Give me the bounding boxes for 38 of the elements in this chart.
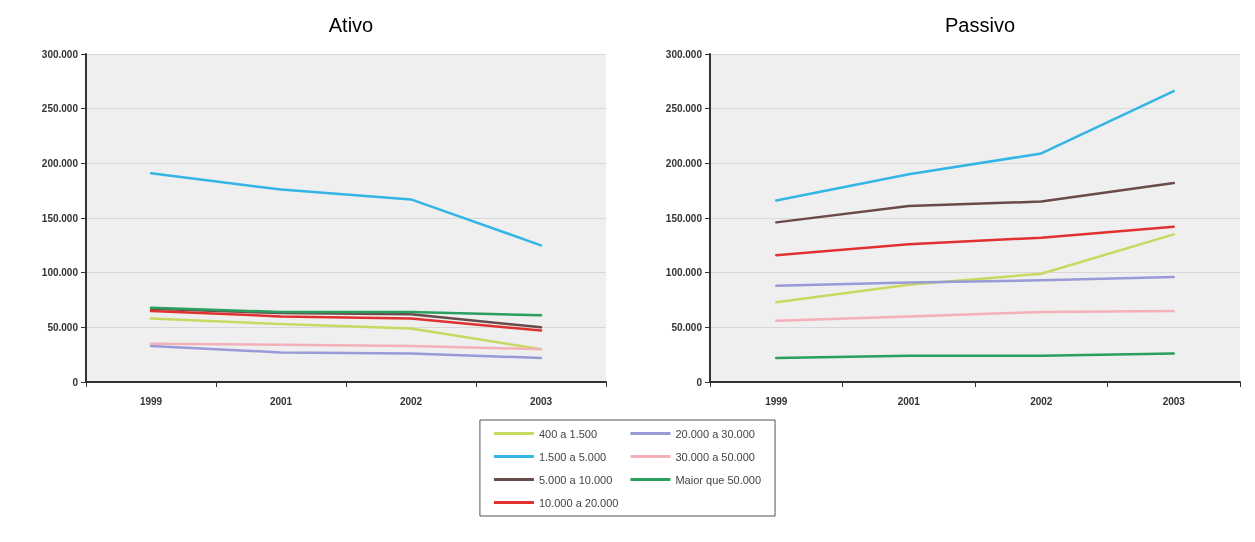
x-tick-label: 2003 [529,395,553,407]
y-tick-label: 0 [696,376,703,388]
legend-label: 5.000 a 10.000 [538,473,613,486]
legend-label: 20.000 a 30.000 [675,427,755,440]
x-tick-label: 2002 [399,395,423,407]
line-series [149,344,543,360]
y-tick-label: 100.000 [41,267,79,279]
y-tick-label: 200.000 [41,157,79,169]
y-tick-label: 150.000 [41,212,79,224]
line-series [775,89,1175,202]
line-series [775,275,1175,288]
y-tick-label: 250.000 [665,103,703,115]
x-tick-label: 2001 [897,395,921,407]
y-tick-label: 300.000 [41,48,79,60]
x-tick-label: 2001 [269,395,293,407]
x-tick-label: 1999 [765,395,788,407]
legend-label: 10.000 a 20.000 [538,496,619,509]
line-series [775,225,1175,257]
x-tick-label: 2003 [1162,395,1186,407]
y-tick-label: 150.000 [665,212,703,224]
y-tick-label: 100.000 [665,267,703,279]
line-series [149,171,543,247]
chart-title: Ativo [328,14,374,36]
x-tick-label: 2002 [1030,395,1053,407]
y-tick-label: 200.000 [665,157,703,169]
legend-label: 30.000 a 50.000 [675,450,755,463]
y-tick-label: 300.000 [665,48,703,60]
y-tick-label: 0 [72,376,79,388]
chart-title: Passivo [944,14,1016,36]
y-tick-label: 250.000 [41,103,79,115]
line-series [775,309,1175,323]
x-tick-label: 1999 [139,395,163,407]
y-tick-label: 50.000 [47,321,79,333]
legend-label: Maior que 50.000 [675,473,762,486]
legend-label: 1.500 a 5.000 [538,450,607,463]
y-tick-label: 50.000 [671,321,703,333]
line-series [775,181,1175,224]
legend-label: 400 a 1.500 [538,427,598,440]
